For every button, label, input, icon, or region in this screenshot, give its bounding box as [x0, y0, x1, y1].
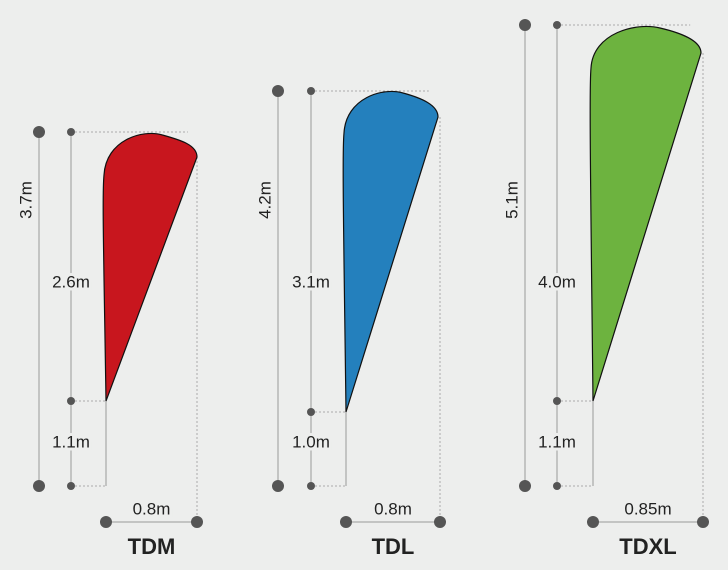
flag	[589, 25, 702, 402]
dot	[519, 480, 531, 492]
dot	[67, 482, 75, 490]
dot	[67, 128, 75, 136]
width-label: 0.8m	[133, 499, 171, 518]
dot	[307, 87, 315, 95]
flag	[342, 90, 439, 413]
total-height-label: 5.1m	[502, 181, 521, 219]
dot	[434, 516, 446, 528]
flag-height-label: 3.1m	[292, 272, 330, 291]
flag-name: TDXL	[619, 534, 676, 559]
total-height-label: 3.7m	[16, 181, 35, 219]
dot	[307, 408, 315, 416]
dot	[100, 516, 112, 528]
flag	[102, 132, 198, 402]
dot	[553, 482, 561, 490]
width-label: 0.8m	[374, 499, 412, 518]
flag-height-label: 2.6m	[52, 272, 90, 291]
flag-name: TDM	[128, 534, 176, 559]
dot	[272, 85, 284, 97]
dot	[272, 480, 284, 492]
dot	[33, 126, 45, 138]
dot	[519, 19, 531, 31]
dot	[307, 482, 315, 490]
flag-height-label: 4.0m	[538, 272, 576, 291]
dot	[553, 397, 561, 405]
pole-gap-label: 1.1m	[52, 432, 90, 451]
dot	[191, 516, 203, 528]
pole-gap-label: 1.1m	[538, 432, 576, 451]
dot	[340, 516, 352, 528]
dot	[67, 397, 75, 405]
dot	[587, 516, 599, 528]
dot	[697, 516, 709, 528]
total-height-label: 4.2m	[255, 181, 274, 219]
dot	[553, 21, 561, 29]
width-label: 0.85m	[624, 499, 671, 518]
pole-gap-label: 1.0m	[292, 432, 330, 451]
flag-name: TDL	[372, 534, 415, 559]
dot	[33, 480, 45, 492]
